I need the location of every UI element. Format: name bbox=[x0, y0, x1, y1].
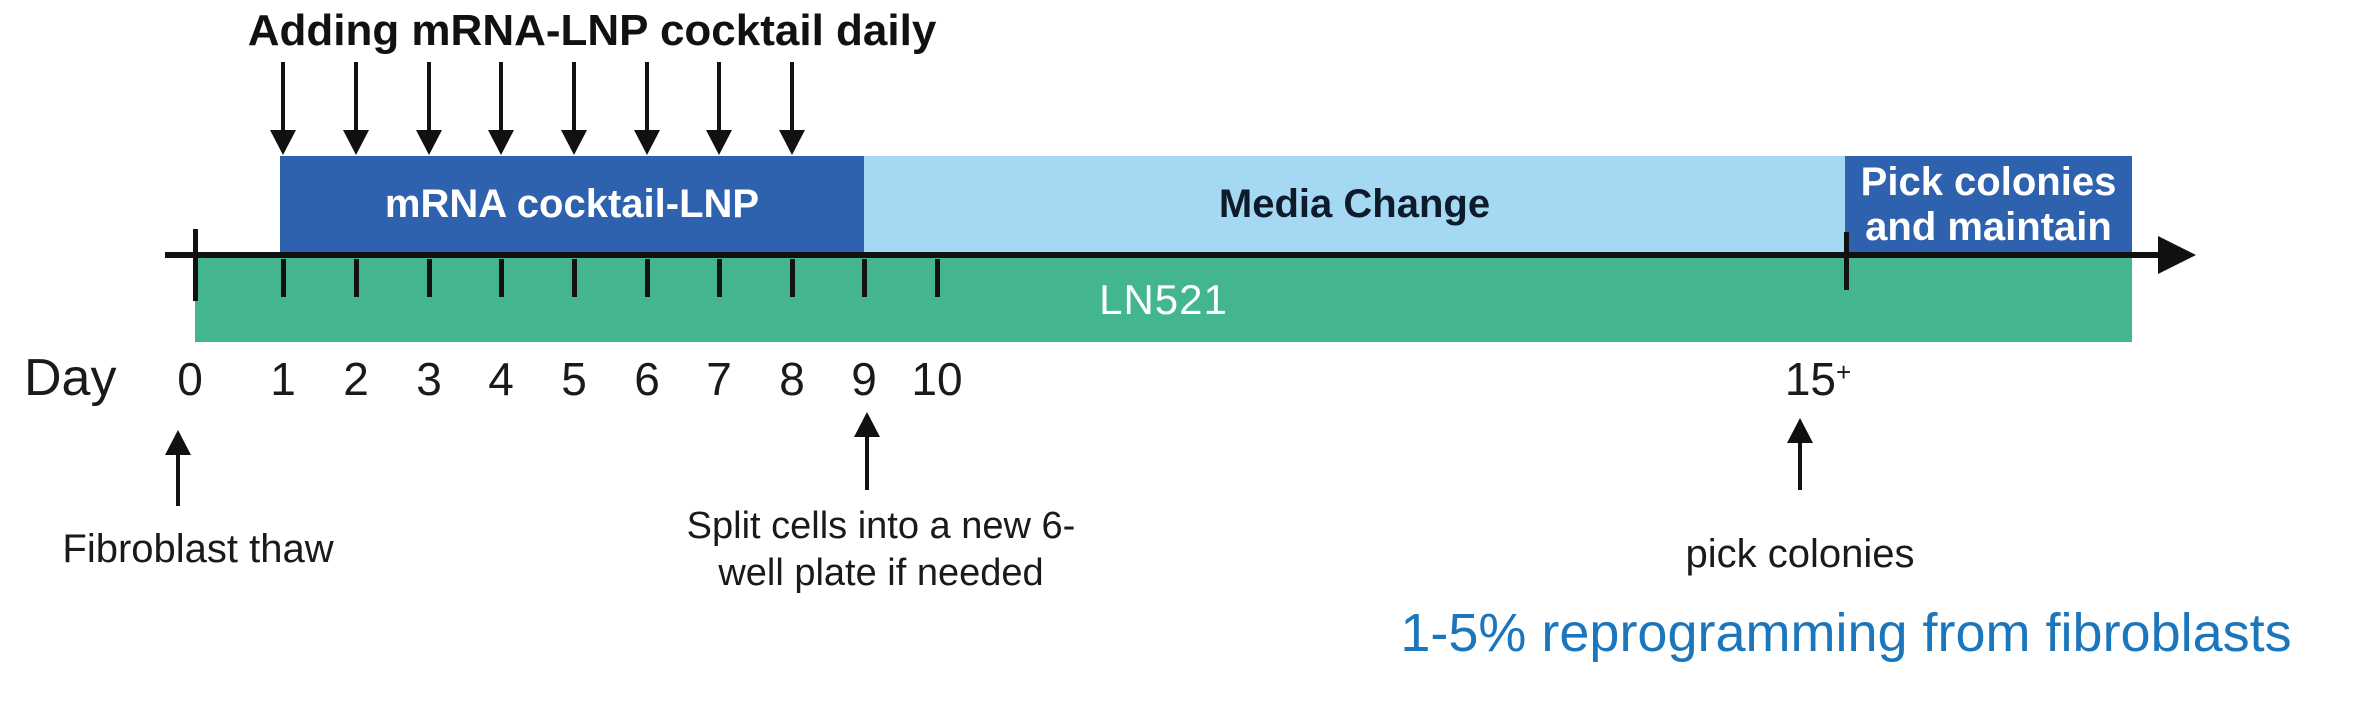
arrow-shaft bbox=[790, 62, 794, 134]
day-label-4: 4 bbox=[488, 353, 514, 405]
day-label-10: 10 bbox=[911, 353, 963, 405]
day-label-7: 7 bbox=[706, 353, 732, 405]
arrow-head bbox=[561, 130, 587, 155]
day-label-1: 1 bbox=[270, 353, 296, 405]
tick-day-5 bbox=[572, 259, 577, 297]
daily-add-arrow-icon bbox=[416, 62, 442, 155]
day-label-2: 2 bbox=[343, 353, 369, 405]
arrow-shaft bbox=[717, 62, 721, 134]
split-cells-label: Split cells into a new 6- well plate if … bbox=[687, 503, 1076, 597]
fibroblast-thaw-label: Fibroblast thaw bbox=[62, 527, 334, 571]
tick-day-6 bbox=[645, 259, 650, 297]
arrow-head bbox=[165, 430, 191, 455]
arrow-head bbox=[706, 130, 732, 155]
day-15-plus-superscript: + bbox=[1835, 357, 1852, 387]
arrow-shaft bbox=[1798, 440, 1802, 490]
tick-day-0 bbox=[193, 229, 198, 301]
arrow-shaft bbox=[427, 62, 431, 134]
tick-day-3 bbox=[427, 259, 432, 297]
tick-day-7 bbox=[717, 259, 722, 297]
timeline-axis bbox=[165, 252, 2160, 258]
tick-day-8 bbox=[790, 259, 795, 297]
day-label-6: 6 bbox=[634, 353, 660, 405]
media-change-bar: Media Change bbox=[864, 156, 1845, 253]
tick-day-2 bbox=[354, 259, 359, 297]
arrow-head bbox=[1787, 418, 1813, 443]
arrow-shaft bbox=[281, 62, 285, 134]
tick-day-10 bbox=[935, 259, 940, 297]
day-label-15: 15+ bbox=[1785, 352, 1851, 406]
arrow-shaft bbox=[645, 62, 649, 134]
daily-add-arrow-icon bbox=[343, 62, 369, 155]
mrna-bar-label: mRNA cocktail-LNP bbox=[384, 182, 760, 226]
pick-bar-label-line2: and maintain bbox=[1865, 204, 2112, 249]
pick-colonies-bar: Pick colonies and maintain bbox=[1845, 156, 2132, 253]
daily-add-arrow-icon bbox=[706, 62, 732, 155]
tick-day-15 bbox=[1844, 232, 1849, 290]
daily-add-arrow-icon bbox=[561, 62, 587, 155]
arrow-shaft bbox=[176, 452, 180, 506]
day-label-3: 3 bbox=[416, 353, 442, 405]
arrow-head bbox=[779, 130, 805, 155]
ln521-label: LN521 bbox=[1099, 276, 1228, 323]
ln521-substrate-bar: LN521 bbox=[195, 258, 2132, 342]
arrow-shaft bbox=[354, 62, 358, 134]
arrow-shaft bbox=[865, 434, 869, 490]
day-label-0: 0 bbox=[177, 353, 203, 405]
day-label-8: 8 bbox=[779, 353, 805, 405]
mrna-cocktail-lnp-bar: mRNA cocktail-LNP bbox=[280, 156, 864, 253]
fibroblast-thaw-arrow-icon bbox=[165, 430, 191, 506]
day-15-number: 15 bbox=[1784, 353, 1836, 405]
pick-bar-label-line1: Pick colonies bbox=[1860, 159, 2117, 204]
arrow-shaft bbox=[572, 62, 576, 134]
pick-colonies-arrow-icon bbox=[1787, 418, 1813, 490]
arrow-head bbox=[854, 412, 880, 437]
arrow-head bbox=[488, 130, 514, 155]
daily-add-arrow-icon bbox=[634, 62, 660, 155]
tick-day-4 bbox=[499, 259, 504, 297]
diagram-title: Adding mRNA-LNP cocktail daily bbox=[247, 6, 937, 55]
arrow-head bbox=[270, 130, 296, 155]
daily-add-arrow-icon bbox=[270, 62, 296, 155]
tick-day-9 bbox=[862, 259, 867, 297]
media-bar-label: Media Change bbox=[1218, 182, 1491, 226]
day-axis-word: Day bbox=[24, 349, 117, 407]
split-cells-line1: Split cells into a new 6- bbox=[686, 505, 1076, 547]
split-cells-arrow-icon bbox=[854, 412, 880, 490]
timeline-axis-arrowhead-icon bbox=[2158, 236, 2196, 274]
daily-add-arrow-icon bbox=[488, 62, 514, 155]
arrow-head bbox=[634, 130, 660, 155]
daily-add-arrow-icon bbox=[779, 62, 805, 155]
arrow-head bbox=[343, 130, 369, 155]
pick-colonies-label: pick colonies bbox=[1685, 532, 1915, 576]
day-label-9: 9 bbox=[851, 353, 877, 405]
arrow-head bbox=[416, 130, 442, 155]
tick-day-1 bbox=[281, 259, 286, 297]
reprogramming-efficiency-note: 1-5% reprogramming from fibroblasts bbox=[1400, 603, 2292, 663]
day-label-5: 5 bbox=[561, 353, 587, 405]
arrow-shaft bbox=[499, 62, 503, 134]
split-cells-line2: well plate if needed bbox=[718, 552, 1044, 594]
